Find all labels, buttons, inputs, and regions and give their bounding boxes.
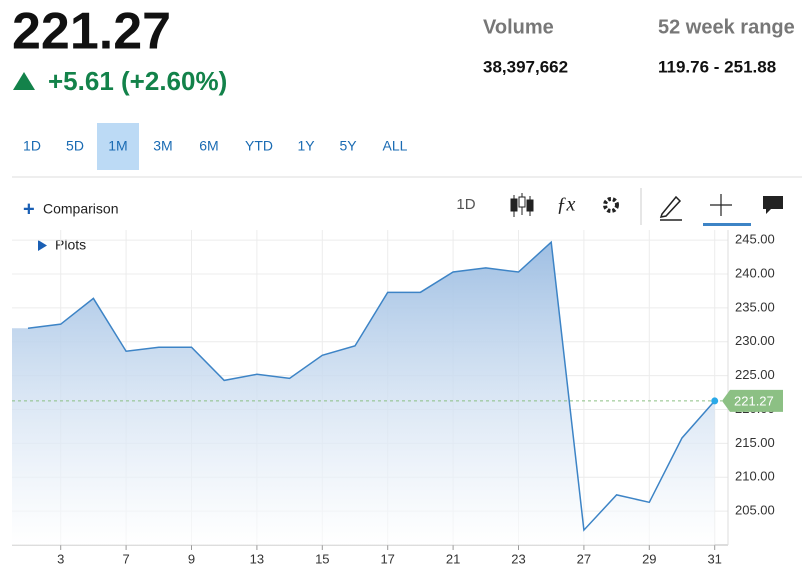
comment-icon[interactable]	[763, 196, 783, 214]
indicator-icon[interactable]: ƒx	[557, 194, 576, 216]
range-button[interactable]: YTD	[245, 138, 273, 154]
active-indicator	[703, 223, 751, 226]
x-tick-label: 15	[315, 551, 329, 566]
last-price-tag	[722, 389, 783, 412]
price-change: +5.61 (+2.60%)	[48, 66, 227, 96]
settings-icon[interactable]	[603, 197, 619, 213]
crosshair-icon[interactable]	[710, 194, 732, 216]
stat-label: Volume	[483, 16, 554, 38]
x-tick-label: 23	[511, 551, 525, 566]
x-tick-label: 3	[57, 551, 64, 566]
candle-icon[interactable]	[510, 193, 534, 217]
draw-icon[interactable]	[659, 195, 682, 221]
range-button[interactable]: ALL	[383, 138, 408, 154]
y-tick-label: 235.00	[735, 299, 775, 314]
stat-value: 119.76 - 251.88	[658, 57, 776, 76]
y-tick-label: 230.00	[735, 333, 775, 348]
y-tick-label: 215.00	[735, 435, 775, 450]
range-button[interactable]: 5Y	[339, 138, 357, 154]
x-tick-label: 29	[642, 551, 656, 566]
x-tick-label: 31	[707, 551, 721, 566]
y-tick-label: 225.00	[735, 367, 775, 382]
plots-toggle[interactable]: Plots	[55, 237, 86, 253]
x-tick-label: 13	[250, 551, 264, 566]
range-selected	[97, 123, 139, 170]
plots-arrow	[38, 240, 47, 251]
range-button[interactable]: 6M	[199, 138, 218, 154]
range-button[interactable]: 1D	[23, 138, 41, 154]
y-tick-label: 210.00	[735, 469, 775, 484]
price-line	[27, 240, 716, 532]
range-button[interactable]: 1Y	[297, 138, 315, 154]
stat-value: 38,397,662	[483, 57, 568, 76]
range-button[interactable]: 1M	[108, 138, 127, 154]
area-fill	[12, 242, 715, 545]
price: 221.27	[12, 3, 171, 61]
stat-label: 52 week range	[658, 16, 795, 38]
y-tick-label: 205.00	[735, 503, 775, 518]
x-tick-label: 7	[122, 551, 129, 566]
comparison-button[interactable]: Comparison	[43, 201, 118, 217]
range-button[interactable]: 5D	[66, 138, 84, 154]
plus-icon: +	[23, 198, 35, 220]
x-tick-label: 9	[188, 551, 195, 566]
last-price-label: 221.27	[734, 393, 774, 408]
up-arrow	[13, 72, 35, 90]
last-point	[711, 397, 719, 405]
y-tick-label: 240.00	[735, 265, 775, 280]
x-tick-label: 17	[380, 551, 394, 566]
y-tick-label: 245.00	[735, 232, 775, 247]
x-tick-label: 27	[577, 551, 591, 566]
range-button[interactable]: 3M	[153, 138, 172, 154]
x-tick-label: 21	[446, 551, 460, 566]
interval-button[interactable]: 1D	[456, 196, 475, 213]
